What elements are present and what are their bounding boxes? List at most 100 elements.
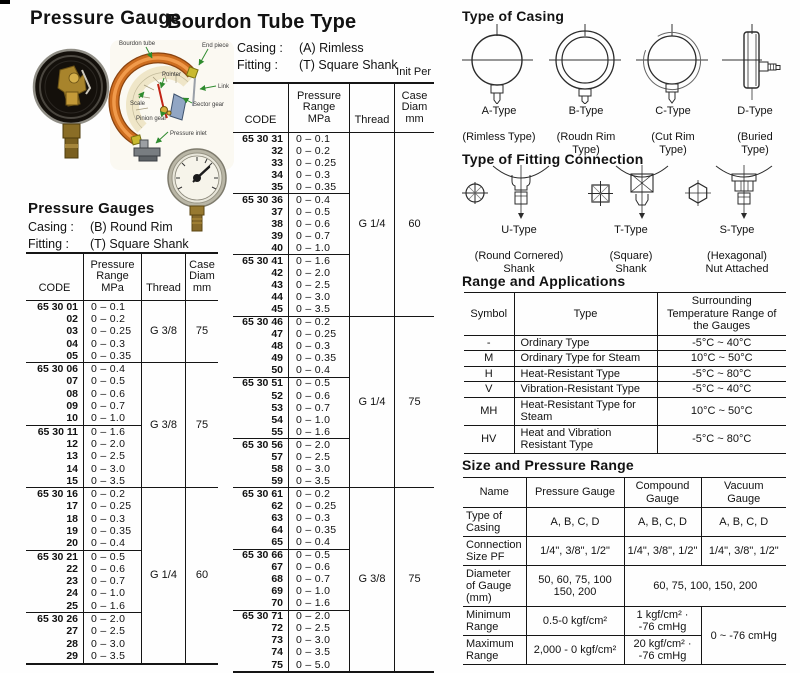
table-row: 49 0 – 0.35	[233, 353, 434, 365]
code-cell: 65 30 61	[233, 487, 289, 501]
col-header-code: CODE	[233, 83, 289, 133]
table-row: 57 0 – 2.5	[233, 451, 434, 464]
pressure-range-cell: 0 – 0.3	[288, 169, 350, 182]
code-cell: 65	[233, 536, 289, 550]
pressure-range-cell: 0 – 2.0	[288, 438, 350, 452]
case-diam-cell: 75	[394, 487, 434, 673]
case-diam-cell: 75	[185, 362, 218, 488]
table-row: 40 0 – 1.0	[233, 242, 434, 255]
mid-casing-line: Casing : (A) Rimless	[237, 41, 364, 55]
table-row: 27 0 – 2.5	[26, 625, 218, 639]
symbol-cell: MH	[464, 396, 515, 425]
casing-d-diagram	[722, 24, 781, 100]
casing-c-desc: (Cut Rim Type)	[651, 131, 695, 156]
symbol-cell: HV	[464, 424, 515, 453]
pressure-range-cell: 0 – 1.0	[83, 412, 142, 426]
table-row: 59 0 – 3.5	[233, 475, 434, 488]
casing-d-desc: (Buried Type)	[737, 131, 773, 156]
table-row: 65 30 16 0 – 0.2 G 1/4 60	[26, 487, 218, 664]
pointer-part	[157, 83, 165, 111]
link-label: Link	[218, 84, 230, 90]
pressure-range-cell: 0 – 2.5	[288, 451, 350, 464]
col-header-range: Pressure Range MPa	[288, 83, 350, 133]
pressure-range-cell: 0 – 0.5	[288, 376, 350, 390]
col-header-range: Pressure Range MPa	[83, 253, 142, 301]
table-row: 70 0 – 1.6	[233, 597, 434, 611]
fitting-s-diagram	[685, 165, 773, 219]
pressure-range-cell: 0 – 2.0	[83, 438, 142, 451]
code-cell: 65 30 01	[26, 300, 84, 314]
code-cell: 65 30 06	[26, 362, 84, 376]
col-header-symbol: Symbol	[464, 292, 515, 336]
code-cell: 37	[233, 206, 289, 219]
code-cell: 65 30 11	[26, 424, 84, 439]
col-header-compound-gauge: Compound Gauge	[624, 477, 702, 508]
table-row: HV Heat and Vibration Resistant Type -5°…	[464, 424, 786, 453]
pressure-range-cell: 0 – 1.6	[83, 424, 142, 439]
code-cell: 03	[26, 325, 84, 338]
value-cell: 1/4", 3/8", 1/2"	[624, 536, 702, 566]
value-cell: 20 kgf/cm² · -76 cmHg	[624, 635, 702, 665]
table-row: 65 30 71 0 – 2.0	[233, 609, 434, 623]
table-row: 25 0 – 1.6	[26, 600, 218, 613]
type-cell: Ordinary Type for Steam	[514, 350, 658, 366]
pressure-range-cell: 0 – 0.5	[83, 549, 142, 564]
merged-diameter-cell: 60, 75, 100, 150, 200	[624, 565, 786, 607]
code-cell: 65 30 26	[26, 612, 84, 626]
table-row-minimum: Minimum Range 0.5-0 kgf/cm² 1 kgf/cm² · …	[463, 606, 786, 665]
casing-diagram-row: A-Type (Rimless Type) B-Type (Roudn Rim …	[456, 24, 798, 157]
table-row: 65 30 11 0 – 1.6	[26, 424, 218, 439]
table-row: 58 0 – 3.0	[233, 463, 434, 476]
table-row: 67 0 – 0.6	[233, 562, 434, 574]
left-fitting-line: Fitting : (T) Square Shank	[28, 237, 189, 251]
temp-cell: -5°C ~ 40°C	[657, 334, 786, 351]
code-cell: 65 30 16	[26, 487, 84, 501]
page-title: Pressure Gauge	[30, 8, 182, 29]
pressure-range-cell: 0 – 3.5	[288, 647, 350, 660]
table-row: 19 0 – 0.35	[26, 525, 218, 538]
casing-item-a: A-Type (Rimless Type)	[456, 24, 542, 144]
table-row: 65 30 46 0 – 0.2 G 1/4 75	[233, 315, 434, 488]
code-cell: 28	[26, 638, 84, 651]
code-cell: 55	[233, 426, 289, 439]
pressure-range-cell: 0 – 0.35	[288, 524, 350, 537]
temp-cell: -5°C ~ 80°C	[657, 365, 786, 382]
code-cell: 44	[233, 292, 289, 304]
code-cell: 67	[233, 562, 289, 574]
code-cell: 24	[26, 587, 84, 601]
table-row: 74 0 – 3.5	[233, 647, 434, 660]
code-cell: 69	[233, 586, 289, 598]
table-row: 65 30 51 0 – 0.5	[233, 376, 434, 390]
pinion-gear-part	[166, 110, 172, 116]
table-row: 02 0 – 0.2	[26, 313, 218, 326]
pressure-inlet-part	[133, 139, 161, 162]
pressure-range-cell: 0 – 0.5	[288, 206, 350, 219]
fitting-t-desc: (Square) Shank	[609, 250, 653, 275]
table-row-connection: Connection Size PF 1/4", 3/8", 1/2" 1/4"…	[463, 536, 786, 566]
code-cell: 75	[233, 659, 289, 673]
pressure-range-cell: 0 – 1.6	[288, 597, 350, 611]
casing-label: Casing :	[237, 41, 283, 55]
table-row: - Ordinary Type -5°C ~ 40°C	[464, 334, 786, 351]
pressure-range-cell: 0 – 0.3	[288, 341, 350, 353]
range-applications-table: Symbol Type Surrounding Temperature Rang…	[464, 292, 786, 454]
table-row: 65 30 56 0 – 2.0	[233, 438, 434, 452]
casing-value: (A) Rimless	[299, 41, 364, 55]
pressure-range-cell: 0 – 0.6	[83, 563, 142, 576]
table-header-row: Symbol Type Surrounding Temperature Rang…	[464, 292, 786, 336]
pressure-range-cell: 0 – 1.0	[288, 586, 350, 598]
symbol-cell: H	[464, 365, 515, 382]
code-cell: 58	[233, 463, 289, 476]
pressure-range-cell: 0 – 3.5	[83, 475, 142, 488]
table-row: 29 0 – 3.5	[26, 650, 218, 664]
pressure-range-cell: 0 – 0.6	[288, 390, 350, 403]
code-cell: 68	[233, 574, 289, 586]
table-row-type-casing: Type of Casing A, B, C, D A, B, C, D A, …	[463, 507, 786, 537]
code-cell: 65 30 31	[233, 132, 289, 146]
pressure-range-cell: 0 – 0.25	[288, 329, 350, 341]
table-row: 22 0 – 0.6	[26, 563, 218, 576]
table-row: 17 0 – 0.25	[26, 500, 218, 514]
pressure-range-cell: 0 – 2.0	[83, 612, 142, 626]
pressure-range-cell: 0 – 2.0	[288, 268, 350, 280]
pressure-range-cell: 0 – 0.35	[83, 350, 142, 363]
